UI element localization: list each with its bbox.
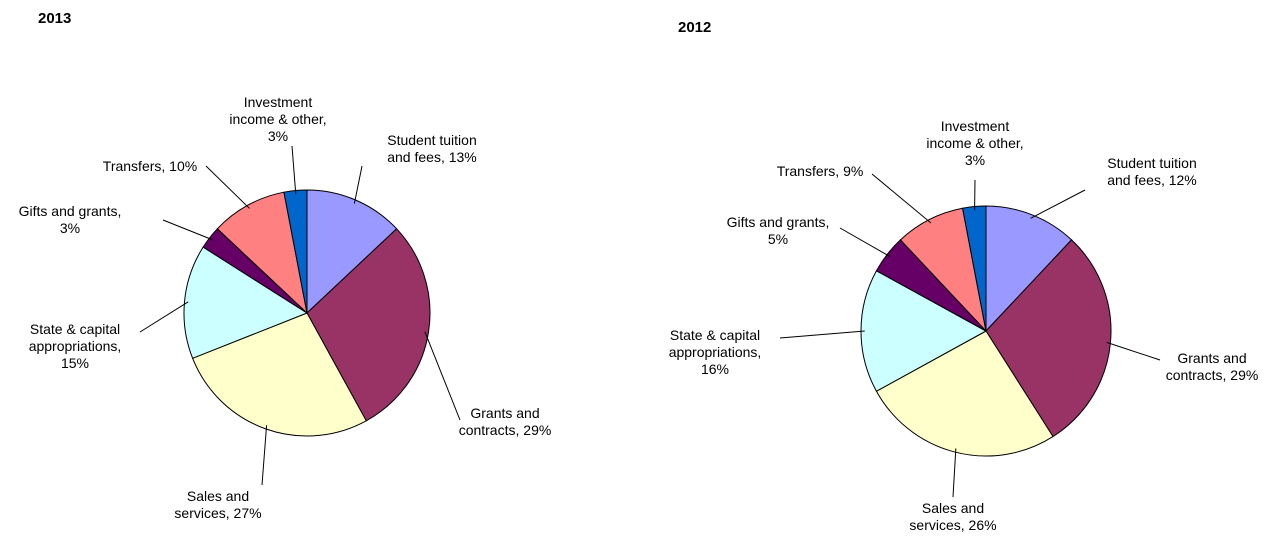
category-label: Transfers	[103, 158, 169, 174]
data-label: Sales and services27%	[168, 488, 268, 522]
data-label: Student tuition and fees13%	[377, 132, 487, 166]
leader-line	[871, 173, 932, 224]
leader-line	[424, 331, 461, 421]
value-label: 9%	[843, 163, 864, 179]
pie-slice	[985, 239, 1112, 438]
leader-line	[779, 330, 865, 339]
data-label: Gifts and grants5%	[721, 214, 836, 248]
value-label: 3%	[267, 128, 289, 144]
leader-line	[205, 165, 250, 209]
value-label: 13%	[448, 149, 477, 165]
leader-line	[261, 425, 268, 486]
data-label: State & capital appropriations16%	[660, 327, 770, 378]
data-label: Transfers10%	[80, 158, 220, 175]
leader-line	[353, 165, 363, 204]
data-label: Transfers9%	[750, 163, 890, 180]
data-label: Gifts and grants3%	[13, 203, 128, 237]
leader-line	[291, 145, 297, 195]
value-label: 3%	[964, 152, 986, 168]
pie-slice	[306, 189, 398, 315]
category-label: State & capital appropriations	[29, 321, 122, 354]
value-label: 12%	[1168, 172, 1197, 188]
data-label: Sales and services26%	[903, 500, 1003, 534]
value-label: 29%	[523, 422, 552, 438]
category-label: Student tuition and fees	[387, 132, 477, 165]
category-label: Investment income & other	[229, 94, 326, 127]
leader-line	[952, 448, 957, 498]
value-label: 29%	[1230, 367, 1259, 383]
category-label: Investment income & other	[926, 118, 1023, 151]
data-label: Grants and contracts29%	[1160, 350, 1265, 384]
data-label: Student tuition and fees12%	[1097, 155, 1207, 189]
value-label: 3%	[59, 220, 81, 236]
pie-slice	[183, 246, 309, 359]
category-label: Gifts and grants	[727, 214, 830, 230]
data-label: Investment income & other3%	[223, 94, 333, 145]
data-label: Grants and contracts29%	[453, 405, 558, 439]
pie-slice	[875, 330, 1054, 457]
value-label: 5%	[767, 231, 789, 247]
leader-line	[162, 219, 213, 241]
category-label: State & capital appropriations	[669, 327, 762, 360]
value-label: 10%	[169, 158, 198, 174]
category-label: Transfers	[777, 163, 843, 179]
value-label: 16%	[700, 361, 730, 377]
value-label: 26%	[968, 517, 997, 533]
category-label: Grants and contracts	[459, 405, 540, 438]
leader-line	[1106, 341, 1161, 361]
pie-slice	[306, 228, 431, 422]
leader-line	[839, 227, 891, 258]
chart-title: 2012	[678, 19, 712, 36]
data-label: State & capital appropriations15%	[20, 321, 130, 372]
value-label: 27%	[233, 505, 262, 521]
chart-title: 2013	[38, 10, 72, 27]
pie-slice	[216, 191, 308, 315]
data-label: Investment income & other3%	[920, 118, 1030, 169]
category-label: Gifts and grants	[19, 203, 122, 219]
value-label: 15%	[60, 355, 90, 371]
leader-line	[139, 301, 189, 333]
pie-slice	[191, 312, 367, 437]
pie-slice	[985, 205, 1073, 333]
leader-line	[1030, 189, 1086, 219]
